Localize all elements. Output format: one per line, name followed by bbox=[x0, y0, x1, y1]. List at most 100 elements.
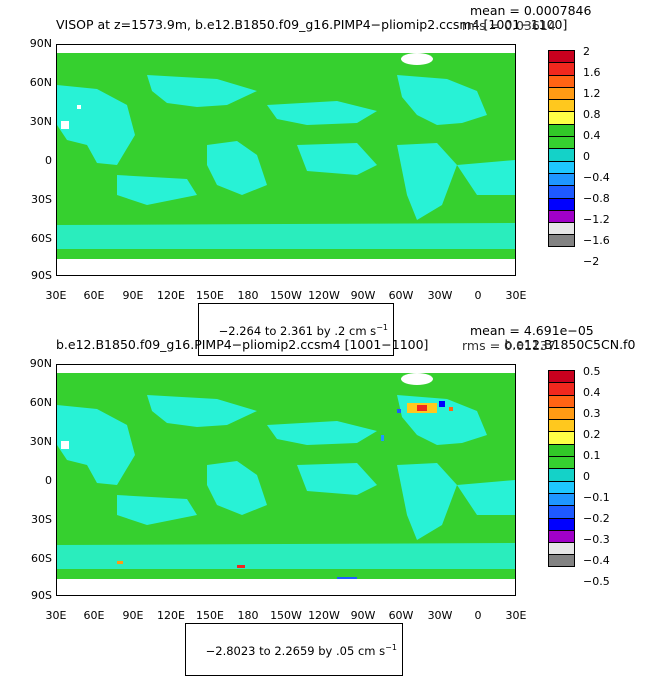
lon-label: 180 bbox=[237, 289, 259, 302]
panel1-map bbox=[56, 44, 516, 276]
lon-label: 180 bbox=[237, 609, 259, 622]
colorbar-swatch bbox=[548, 394, 575, 407]
colorbar-swatch bbox=[548, 99, 575, 112]
lat-label: 60S bbox=[31, 232, 52, 245]
colorbar-swatch bbox=[548, 456, 575, 469]
lon-label: 60E bbox=[83, 289, 105, 302]
colorbar-swatch bbox=[548, 382, 575, 395]
panel2-range-box: −2.8023 to 2.2659 by .05 cm s−1 bbox=[185, 623, 403, 676]
lat-label: 60S bbox=[31, 552, 52, 565]
lon-label: 90W bbox=[350, 609, 376, 622]
panel-top: VISOP at z=1573.9m, b.e12.B1850.f09_g16.… bbox=[0, 0, 647, 356]
colorbar-swatch bbox=[548, 62, 575, 75]
lon-label: 0 bbox=[474, 609, 482, 622]
colorbar-swatch bbox=[548, 370, 575, 383]
panel2-rms: rms = 0.01137 bbox=[462, 338, 556, 353]
panel2-range-sup: −1 bbox=[385, 643, 397, 652]
lat-label: 90N bbox=[29, 357, 52, 370]
panel2-title: b.e12.B1850.f09_g16.PIMP4−pliomip2.ccsm4… bbox=[56, 337, 429, 352]
colorbar-swatch bbox=[548, 111, 575, 124]
lon-label: 30E bbox=[45, 609, 67, 622]
colorbar-label: 0.2 bbox=[583, 428, 601, 441]
colorbar-swatch bbox=[548, 185, 575, 198]
lat-label: 30N bbox=[29, 435, 52, 448]
colorbar-label: 1.6 bbox=[583, 66, 601, 79]
panel2-mean: mean = 4.691e−05 bbox=[470, 323, 594, 338]
colorbar-swatch bbox=[548, 197, 575, 210]
lat-label: 90N bbox=[29, 37, 52, 50]
colorbar-label: 0.1 bbox=[583, 449, 601, 462]
colorbar-label: −0.3 bbox=[583, 533, 610, 546]
panel2-subtitle: − b.e12.B1850C5CN.f0 bbox=[490, 337, 636, 352]
lon-label: 150E bbox=[196, 289, 224, 302]
lat-label: 60N bbox=[29, 76, 52, 89]
colorbar-label: 0.8 bbox=[583, 108, 601, 121]
colorbar-label: −0.8 bbox=[583, 192, 610, 205]
colorbar-label: 0 bbox=[583, 470, 590, 483]
colorbar-swatch bbox=[548, 160, 575, 173]
colorbar-swatch bbox=[548, 419, 575, 432]
colorbar-swatch bbox=[548, 431, 575, 444]
lon-label: 0 bbox=[474, 289, 482, 302]
panel1-range-text: −2.264 to 2.361 by .2 cm s bbox=[218, 323, 377, 338]
colorbar-swatch bbox=[548, 406, 575, 420]
lon-label: 60E bbox=[83, 609, 105, 622]
lat-label: 30S bbox=[31, 193, 52, 206]
lat-label: 0 bbox=[45, 154, 52, 167]
colorbar-swatch bbox=[548, 136, 575, 149]
lon-label: 30E bbox=[505, 289, 527, 302]
panel1-mean: mean = 0.0007846 bbox=[470, 3, 592, 18]
lon-label: 30W bbox=[427, 289, 453, 302]
lon-label: 120E bbox=[157, 609, 185, 622]
lat-label: 30N bbox=[29, 115, 52, 128]
panel2-colorbar bbox=[548, 370, 575, 567]
colorbar-swatch bbox=[548, 74, 575, 87]
lon-label: 120W bbox=[308, 609, 340, 622]
colorbar-label: −0.5 bbox=[583, 575, 610, 588]
lat-label: 90S bbox=[31, 269, 52, 282]
panel2-map bbox=[56, 364, 516, 596]
panel1-colorbar bbox=[548, 50, 575, 247]
colorbar-label: −0.4 bbox=[583, 554, 610, 567]
colorbar-label: 0.3 bbox=[583, 407, 601, 420]
lon-label: 90E bbox=[122, 609, 144, 622]
colorbar-label: 0.4 bbox=[583, 386, 601, 399]
colorbar-swatch bbox=[548, 492, 575, 506]
lon-label: 30W bbox=[427, 609, 453, 622]
colorbar-label: 1.2 bbox=[583, 87, 601, 100]
colorbar-label: 2 bbox=[583, 45, 590, 58]
lat-label: 0 bbox=[45, 474, 52, 487]
colorbar-swatch bbox=[548, 542, 575, 555]
colorbar-label: −0.1 bbox=[583, 491, 610, 504]
lon-label: 90W bbox=[350, 289, 376, 302]
colorbar-swatch bbox=[548, 480, 575, 493]
panel1-title: VISOP at z=1573.9m, b.e12.B1850.f09_g16.… bbox=[56, 17, 568, 32]
colorbar-swatch bbox=[548, 517, 575, 530]
panel1-rms: rms = 0.03614 bbox=[462, 18, 556, 33]
lat-label: 60N bbox=[29, 396, 52, 409]
lon-label: 90E bbox=[122, 289, 144, 302]
colorbar-swatch bbox=[548, 222, 575, 235]
colorbar-label: −0.4 bbox=[583, 171, 610, 184]
lat-label: 30S bbox=[31, 513, 52, 526]
colorbar-label: 0.4 bbox=[583, 129, 601, 142]
colorbar-label: −0.2 bbox=[583, 512, 610, 525]
panel2-map-canvas bbox=[57, 365, 515, 595]
colorbar-label: −2 bbox=[583, 255, 600, 268]
lon-label: 150W bbox=[270, 289, 302, 302]
panel1-range-sup: −1 bbox=[376, 323, 388, 332]
colorbar-swatch bbox=[548, 209, 575, 223]
lon-label: 120E bbox=[157, 289, 185, 302]
colorbar-swatch bbox=[548, 123, 575, 137]
colorbar-swatch bbox=[548, 86, 575, 100]
colorbar-label: −1.2 bbox=[583, 213, 610, 226]
colorbar-swatch bbox=[548, 50, 575, 63]
colorbar-swatch bbox=[548, 529, 575, 543]
lon-label: 150E bbox=[196, 609, 224, 622]
colorbar-swatch bbox=[548, 505, 575, 518]
colorbar-swatch bbox=[548, 443, 575, 457]
colorbar-swatch bbox=[548, 148, 575, 161]
colorbar-label: −1.6 bbox=[583, 234, 610, 247]
colorbar-swatch bbox=[548, 234, 575, 247]
lon-label: 60W bbox=[388, 289, 414, 302]
